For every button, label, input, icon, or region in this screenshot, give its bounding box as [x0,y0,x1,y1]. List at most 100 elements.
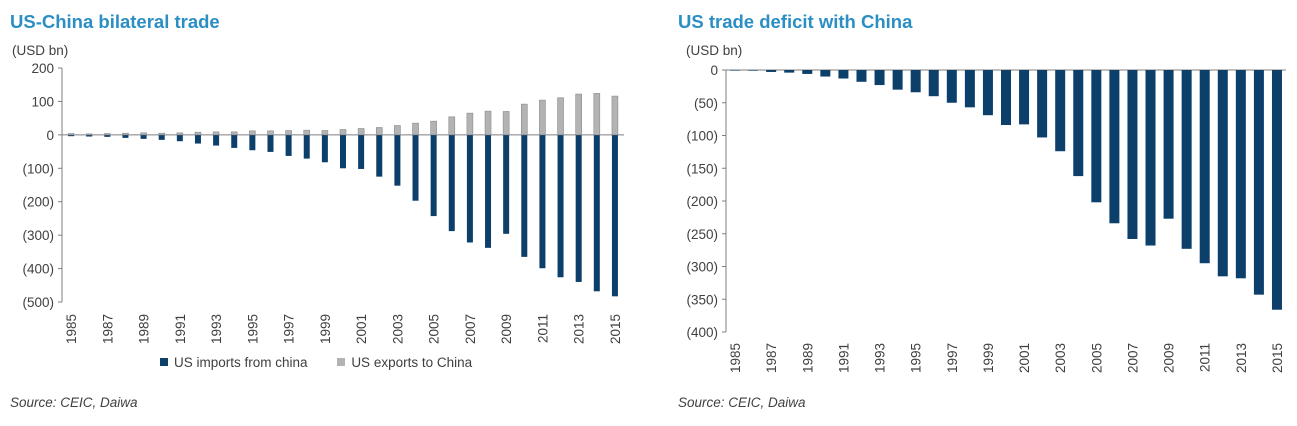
y-tick-label: 0 [710,63,718,78]
x-tick-label: 1991 [173,314,188,344]
x-tick-label: 2009 [499,314,514,344]
bar-deficit-2006 [1109,70,1120,224]
x-tick-label: 2015 [608,314,623,344]
x-tick-label: 1985 [64,314,79,344]
x-tick-label: 2003 [390,314,405,344]
bar-exports-2013 [575,93,582,136]
y-tick-label: (50) [694,96,718,111]
x-tick-label: 1995 [909,343,924,373]
bar-imports-1989 [140,134,147,139]
bar-deficit-2001 [1019,70,1030,125]
trade-deficit-chart: 0 (50) (100) (150) (200) (250) (300) (350) (400)… [686,63,1286,373]
bar-imports-2009 [503,134,510,234]
x-tick-label: 1985 [728,343,743,373]
bar-deficit-1985 [730,70,741,71]
y-tick-label: (500) [22,295,54,310]
bar-imports-1986 [86,134,93,137]
bar-deficit-1997 [946,70,957,103]
bar-deficit-1988 [784,70,795,73]
bar-exports-1988 [122,132,129,136]
x-tick-label: 2005 [1089,343,1104,373]
x-tick-label: 1991 [836,343,851,373]
bar-exports-1994 [230,131,238,136]
y-tick-label: (400) [686,325,718,340]
y-tick-label: (100) [22,161,54,176]
y-tick-label: (350) [686,292,718,307]
bar-imports-2011 [539,134,546,269]
bar-exports-1998 [303,129,311,136]
x-tick-label: 1999 [318,314,333,344]
y-tick-label: (300) [686,260,718,275]
bilateral-trade-chart: 200 100 0 (100) (200) (300) (400) (500) 1985 1987… [22,61,624,344]
bar-deficit-1993 [874,70,885,86]
legend-label-exports: US exports to China [351,354,473,370]
bar-imports-2003 [394,134,401,186]
bar-imports-1993 [213,134,220,146]
bar-deficit-1986 [748,70,759,71]
bar-exports-2007 [466,112,474,136]
bar-imports-1998 [303,134,310,159]
x-tick-label: 2011 [1198,343,1213,372]
legend: US imports from china US exports to Chin… [160,354,498,370]
legend-swatch-imports [160,358,168,366]
bar-deficit-1996 [928,70,939,97]
legend-item-exports: US exports to China [337,355,472,370]
bar-exports-1996 [267,130,274,136]
bar-imports-2012 [557,134,564,278]
bar-exports-1990 [158,132,166,136]
bar-deficit-2003 [1055,70,1066,152]
y-tick-label: (250) [686,227,718,242]
bar-imports-1988 [122,134,129,138]
bar-exports-1992 [194,131,202,136]
x-tick-label: 1989 [800,343,815,373]
x-tick-label: 2001 [354,314,369,344]
bar-exports-2005 [430,120,437,136]
bar-deficit-1989 [802,70,813,74]
bar-deficit-1990 [820,70,831,77]
y-tick-label: (400) [22,262,54,277]
bar-exports-1997 [285,130,292,136]
bar-imports-2006 [448,134,455,232]
x-tick-label: 2009 [1162,343,1177,373]
bar-imports-1995 [249,134,256,151]
x-tick-label: 1987 [100,314,115,344]
bar-deficit-2012 [1217,70,1228,277]
bar-exports-1993 [212,131,220,136]
bar-deficit-2005 [1091,70,1102,203]
bar-exports-1986 [85,133,93,136]
x-tick-label: 1995 [245,314,260,344]
x-tick-label: 2013 [572,314,587,344]
x-tick-label: 1997 [282,314,297,344]
y-tick-label: (100) [686,129,718,144]
bar-deficit-1999 [982,70,993,116]
bar-imports-1985 [68,134,75,137]
bar-deficit-2007 [1127,70,1138,239]
y-tick-label: (300) [22,228,54,243]
bar-deficit-1987 [766,70,777,72]
bar-exports-1987 [104,133,111,136]
legend-item-imports: US imports from china [160,355,308,370]
bar-imports-2001 [358,134,365,169]
bar-deficit-2009 [1163,70,1174,219]
bar-imports-2004 [412,134,419,201]
bar-deficit-1998 [964,70,975,108]
x-tick-label: 1989 [137,314,152,344]
bar-exports-2008 [484,110,492,136]
y-tick-label: (200) [686,194,718,209]
bar-imports-2008 [485,134,492,248]
bar-exports-2015 [611,95,619,136]
x-tick-label: 2013 [1234,343,1249,373]
bar-exports-2012 [557,97,564,136]
bar-deficit-2013 [1235,70,1246,279]
x-tick-label: 1997 [945,343,960,373]
bar-exports-2000 [339,129,347,136]
bar-imports-1987 [104,134,111,137]
bar-imports-2007 [466,134,473,243]
bar-imports-2000 [340,134,346,169]
bar-deficit-2014 [1253,70,1264,295]
x-tick-label: 2001 [1017,343,1032,373]
bar-deficit-1995 [910,70,921,93]
bar-imports-1999 [321,134,328,163]
bar-imports-1997 [285,134,292,156]
x-tick-label: 1987 [764,343,779,373]
